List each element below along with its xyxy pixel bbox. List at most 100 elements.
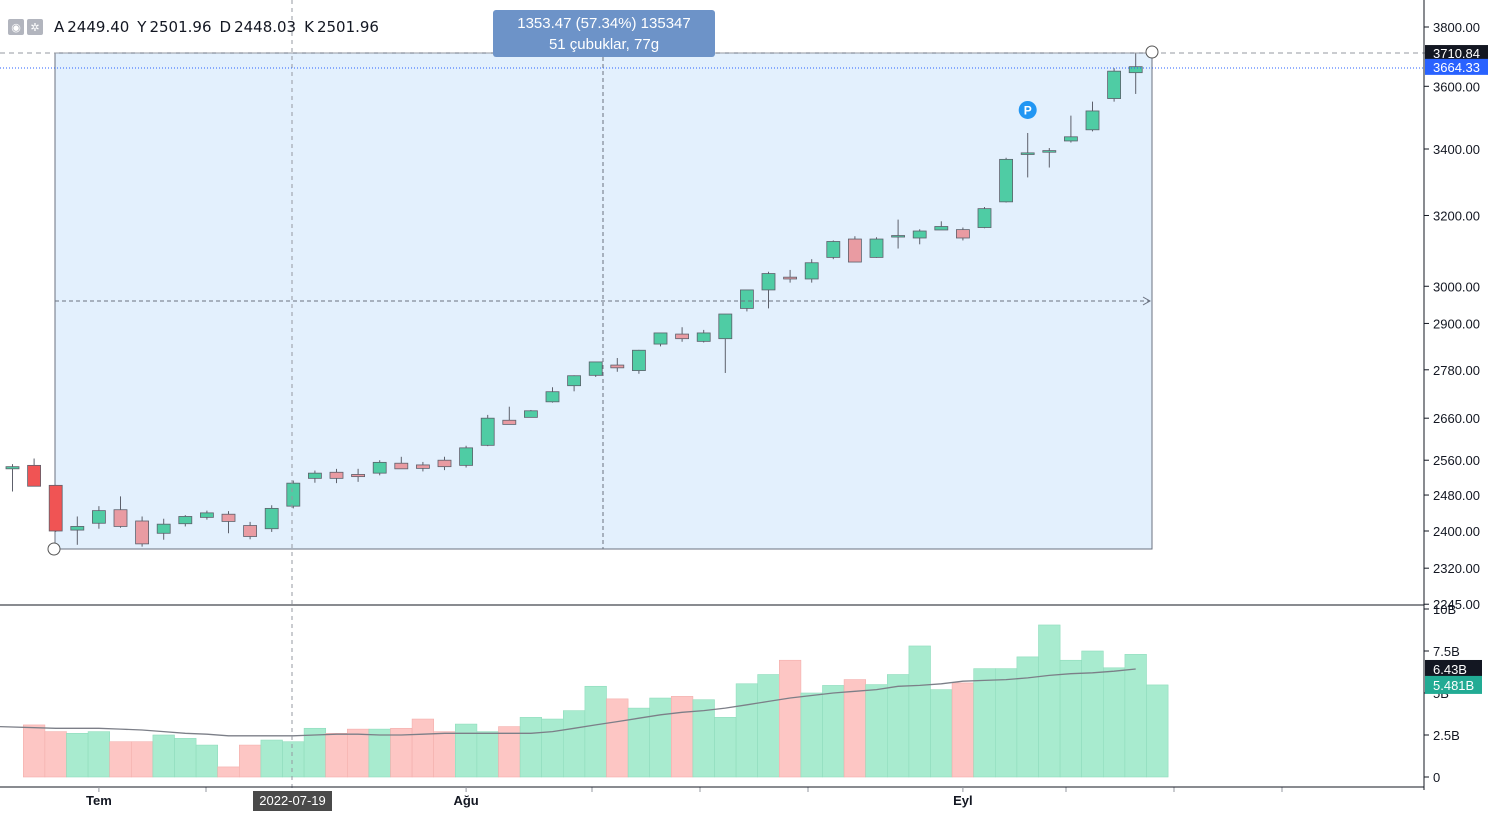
volume-bar [606,698,629,778]
close-value: 2501.96 [316,18,379,36]
price-badge-text: 3664.33 [1433,60,1480,75]
price-tick-label: 2560.00 [1433,453,1480,468]
price-badge: 3664.33 [1425,58,1488,75]
grid-layer [205,787,1283,792]
time-axis-label: Ağu [453,793,478,808]
candle [826,240,841,260]
candle [1128,53,1143,94]
candle [977,206,992,229]
candle [524,409,538,418]
pivot-marker-dot[interactable] [1018,100,1037,119]
range-handle-end[interactable] [1145,45,1159,59]
volume-bar [1146,684,1169,778]
candle [221,511,236,534]
price-tick-label: 2900.00 [1433,316,1480,331]
candle [5,464,20,492]
volume-bar [454,723,478,778]
high-label: Y [137,18,147,36]
volume-bar [670,696,694,778]
candle [696,329,711,343]
candle [999,157,1013,203]
volume-bar [1081,650,1104,778]
volume-bar [346,728,370,778]
candle [199,510,214,520]
range-handle-start[interactable] [47,542,61,556]
volume-bar [1103,667,1126,778]
candle [27,458,42,487]
candle [804,259,819,283]
price-badge-text: 3710.84 [1433,46,1480,61]
volume-bar [260,739,283,778]
price-tick-label: 3000.00 [1433,279,1480,294]
candle [1042,148,1057,168]
candle [329,468,344,484]
candle [113,496,128,528]
candle [459,445,474,468]
settings-gear-icon[interactable]: ✲ [27,19,43,35]
open-label: A [54,18,65,36]
volume-bar [930,689,953,778]
candle [156,518,171,540]
volume-bar [541,718,564,778]
measure-tooltip: 1353.47 (57.34%) 135347 51 çubuklar, 77g [493,10,715,57]
measure-line-1: 1353.47 (57.34%) 135347 [517,15,691,32]
volume-bar [66,733,89,778]
candle [135,516,150,547]
candle [351,468,366,482]
candle [1085,101,1100,132]
candle [934,221,949,231]
price-tick-label: 2245.00 [1433,597,1480,612]
candle [1107,68,1121,102]
candle [956,227,970,241]
volume-bar [476,731,499,778]
volume-bar [131,741,154,778]
volume-bar [973,668,996,778]
volume-bar [498,726,521,778]
candle [567,375,581,392]
volume-bar [778,659,802,778]
price-tick-label: 2660.00 [1433,411,1480,426]
candle [502,406,517,425]
low-label: D [219,18,232,36]
price-tick-label: 3200.00 [1433,208,1480,223]
pivot-marker[interactable]: P [1018,100,1037,119]
volume-tick-label: 2.5B [1433,728,1460,743]
candle [545,387,560,403]
price-axis[interactable]: 3800.00 3600.00 3400.00 3200.00 3000.00 2900.… [1424,20,1488,612]
eye-icon[interactable]: ◉ [8,19,24,35]
candle [891,219,905,249]
candle [740,289,754,312]
candle [1020,132,1035,178]
volume-bar [584,685,607,778]
time-axis[interactable]: Tem Ağu Eyl [86,787,973,808]
candles-layer [5,53,1143,547]
candle [632,349,646,374]
crosshair-date-label: 2022-07-19 [253,791,332,811]
volume-bar [368,728,391,778]
volume-bar [843,679,866,778]
close-label: K [304,18,314,36]
price-tick-label: 2320.00 [1433,561,1480,576]
volume-bar [44,731,67,778]
volume-bar [822,685,845,778]
volume-bar [174,738,197,778]
measure-line-2: 51 çubuklar, 77g [548,36,660,53]
volume-bar [800,692,823,778]
candle [92,506,106,529]
volume-bar [757,674,780,778]
volume-bar [519,717,542,778]
volume-bar [994,668,1018,778]
volume-bar [886,674,910,778]
price-tick-label: 3800.00 [1433,20,1480,35]
volume-bar [1038,624,1061,778]
candle [415,461,430,472]
candle [264,505,279,532]
volume-layer [22,624,1169,778]
volume-badge: 6.43B [1425,659,1482,678]
volume-bar [1059,659,1082,778]
volume-bar [195,744,219,778]
candle [848,236,862,263]
volume-bar [562,710,586,778]
